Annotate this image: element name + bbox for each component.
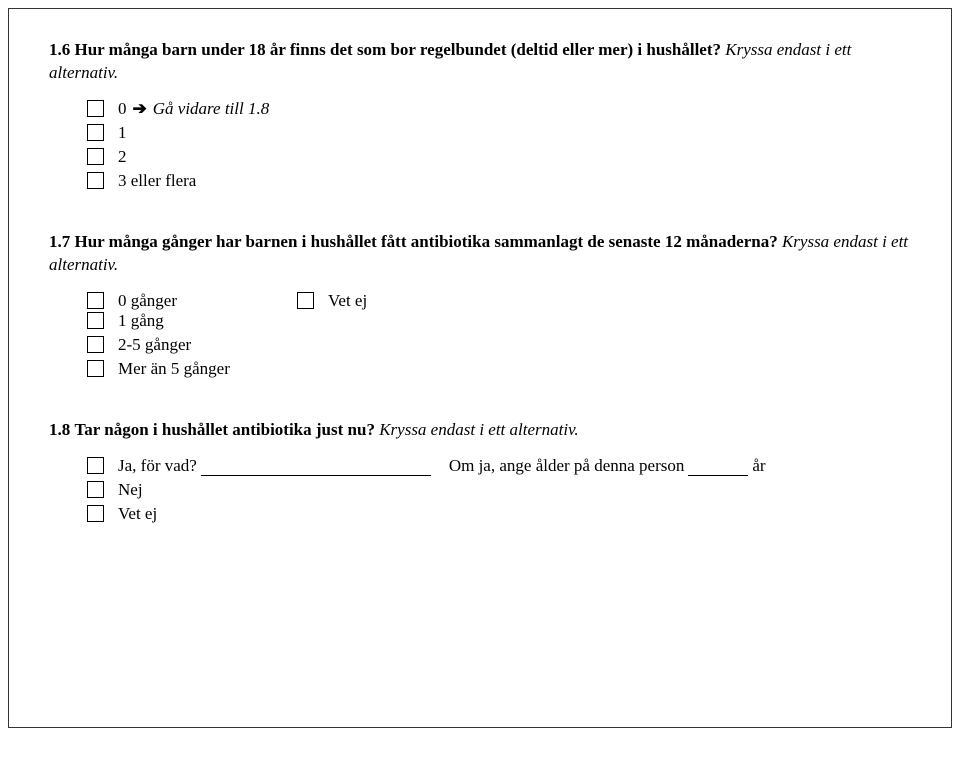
option-label: 2 xyxy=(118,147,127,167)
checkbox[interactable] xyxy=(87,292,104,309)
q18-option-2: Vet ej xyxy=(87,504,911,524)
checkbox[interactable] xyxy=(297,292,314,309)
question-1-8-text: 1.8 Tar någon i hushållet antibiotika ju… xyxy=(49,419,911,442)
option-label: Nej xyxy=(118,480,143,500)
q17-number: 1.7 xyxy=(49,232,70,251)
q16-option-0: 0 ➔ Gå vidare till 1.8 xyxy=(87,99,911,119)
write-in-line[interactable] xyxy=(201,456,431,476)
checkbox[interactable] xyxy=(87,457,104,474)
question-1-6-text: 1.6 Hur många barn under 18 år finns det… xyxy=(49,39,911,85)
q17-option-1: 1 gång xyxy=(87,311,911,331)
option-label: 0 xyxy=(118,99,127,119)
q17-options: 0 gånger Vet ej 1 gång 2-5 gånger Mer än… xyxy=(87,291,911,379)
q17-option-2: 2-5 gånger xyxy=(87,335,911,355)
followup-text: Om ja, ange ålder på denna person xyxy=(449,456,685,476)
option-label: 1 xyxy=(118,123,127,143)
skip-text: Gå vidare till 1.8 xyxy=(153,99,269,119)
checkbox[interactable] xyxy=(87,100,104,117)
q18-option-0: Ja, för vad? Om ja, ange ålder på denna … xyxy=(87,456,911,476)
checkbox[interactable] xyxy=(87,336,104,353)
option-label: Vet ej xyxy=(118,504,157,524)
q17-option-3: Mer än 5 gånger xyxy=(87,359,911,379)
checkbox[interactable] xyxy=(87,172,104,189)
page-frame: 1.6 Hur många barn under 18 år finns det… xyxy=(8,8,952,728)
option-label: Ja, för vad? xyxy=(118,456,197,476)
followup-suffix: år xyxy=(752,456,765,476)
arrow-icon: ➔ xyxy=(133,99,147,119)
q16-options: 0 ➔ Gå vidare till 1.8 1 2 3 eller flera xyxy=(87,99,911,191)
q18-text: Tar någon i hushållet antibiotika just n… xyxy=(75,420,375,439)
q18-instruction: Kryssa endast i ett alternativ. xyxy=(379,420,578,439)
checkbox[interactable] xyxy=(87,481,104,498)
q18-options: Ja, för vad? Om ja, ange ålder på denna … xyxy=(87,456,911,524)
checkbox[interactable] xyxy=(87,124,104,141)
q18-number: 1.8 xyxy=(49,420,70,439)
option-label: Mer än 5 gånger xyxy=(118,359,230,379)
checkbox[interactable] xyxy=(87,505,104,522)
option-label: Vet ej xyxy=(328,291,367,311)
question-1-6: 1.6 Hur många barn under 18 år finns det… xyxy=(49,39,911,191)
q16-text: Hur många barn under 18 år finns det som… xyxy=(75,40,722,59)
q16-number: 1.6 xyxy=(49,40,70,59)
option-label: 3 eller flera xyxy=(118,171,196,191)
q16-option-2: 2 xyxy=(87,147,911,167)
q16-option-3: 3 eller flera xyxy=(87,171,911,191)
checkbox[interactable] xyxy=(87,312,104,329)
option-label: 1 gång xyxy=(118,311,164,331)
checkbox[interactable] xyxy=(87,148,104,165)
option-label: 2-5 gånger xyxy=(118,335,191,355)
q17-row-0: 0 gånger Vet ej xyxy=(87,291,911,311)
question-1-7-text: 1.7 Hur många gånger har barnen i hushål… xyxy=(49,231,911,277)
question-1-8: 1.8 Tar någon i hushållet antibiotika ju… xyxy=(49,419,911,524)
checkbox[interactable] xyxy=(87,360,104,377)
question-1-7: 1.7 Hur många gånger har barnen i hushål… xyxy=(49,231,911,379)
q16-option-1: 1 xyxy=(87,123,911,143)
q17-text: Hur många gånger har barnen i hushållet … xyxy=(75,232,778,251)
q18-option-1: Nej xyxy=(87,480,911,500)
write-in-line-age[interactable] xyxy=(688,456,748,476)
option-label: 0 gånger xyxy=(118,291,177,311)
